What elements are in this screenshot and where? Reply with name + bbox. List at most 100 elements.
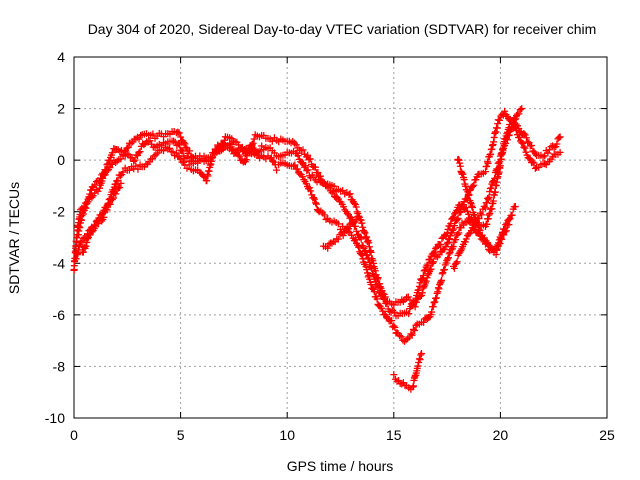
data-point-marker bbox=[435, 251, 443, 259]
x-axis-label: GPS time / hours bbox=[287, 458, 394, 474]
data-point-marker bbox=[112, 190, 120, 198]
data-point-marker bbox=[453, 258, 461, 266]
data-point-marker bbox=[84, 198, 92, 206]
data-point-marker bbox=[336, 231, 344, 239]
y-tick-label: -10 bbox=[45, 410, 65, 426]
data-point-marker bbox=[484, 215, 492, 223]
data-point-marker bbox=[417, 351, 425, 359]
data-point-marker bbox=[429, 259, 437, 267]
data-point-marker bbox=[484, 159, 492, 167]
data-point-marker bbox=[273, 166, 281, 174]
data-point-marker bbox=[452, 236, 460, 244]
data-point-marker bbox=[485, 193, 493, 201]
data-point-marker bbox=[429, 303, 437, 311]
data-point-marker bbox=[102, 205, 110, 213]
data-point-marker bbox=[135, 135, 143, 143]
data-point-marker bbox=[508, 124, 516, 132]
data-point-marker bbox=[328, 239, 336, 247]
data-point-marker bbox=[320, 211, 328, 219]
data-point-marker bbox=[365, 271, 373, 279]
data-point-marker bbox=[412, 298, 420, 306]
data-point-marker bbox=[339, 232, 347, 240]
data-point-marker bbox=[521, 144, 529, 152]
data-point-marker bbox=[176, 141, 184, 149]
data-point-marker bbox=[267, 154, 275, 162]
data-point-marker bbox=[149, 130, 157, 138]
data-point-marker bbox=[419, 284, 427, 292]
data-point-marker bbox=[449, 243, 457, 251]
data-point-marker bbox=[409, 325, 417, 333]
data-point-marker bbox=[411, 303, 419, 311]
data-point-marker bbox=[350, 199, 358, 207]
data-point-marker bbox=[494, 166, 502, 174]
data-point-marker bbox=[412, 321, 420, 329]
data-point-marker bbox=[175, 129, 183, 137]
data-point-marker bbox=[475, 215, 483, 223]
data-point-marker bbox=[498, 149, 506, 157]
data-point-marker bbox=[109, 194, 117, 202]
data-point-marker bbox=[501, 107, 509, 115]
data-point-marker bbox=[516, 134, 524, 142]
data-point-marker bbox=[119, 168, 127, 176]
data-point-marker bbox=[390, 322, 398, 330]
data-point-marker bbox=[496, 116, 504, 124]
data-point-marker bbox=[360, 228, 368, 236]
data-point-marker bbox=[444, 255, 452, 263]
data-point-marker bbox=[312, 199, 320, 207]
data-point-marker bbox=[137, 131, 145, 139]
data-point-marker bbox=[478, 211, 486, 219]
data-point-marker bbox=[183, 154, 191, 162]
data-point-marker bbox=[505, 131, 513, 139]
data-point-marker bbox=[307, 187, 315, 195]
data-point-marker bbox=[379, 307, 387, 315]
data-point-marker bbox=[94, 187, 102, 195]
data-point-marker bbox=[322, 215, 330, 223]
y-tick-label: 2 bbox=[57, 101, 65, 117]
data-point-marker bbox=[374, 274, 382, 282]
data-point-marker bbox=[180, 139, 188, 147]
data-point-marker bbox=[341, 228, 349, 236]
data-point-marker bbox=[123, 150, 131, 158]
data-point-marker bbox=[530, 159, 538, 167]
data-point-marker bbox=[522, 148, 530, 156]
data-point-marker bbox=[454, 230, 462, 238]
data-point-marker bbox=[108, 160, 116, 168]
data-point-marker bbox=[545, 146, 553, 154]
data-point-marker bbox=[357, 250, 365, 258]
data-point-marker bbox=[358, 219, 366, 227]
data-point-marker bbox=[481, 204, 489, 212]
data-point-marker bbox=[489, 178, 497, 186]
data-point-marker bbox=[458, 202, 466, 210]
data-point-marker bbox=[91, 223, 99, 231]
data-point-marker bbox=[373, 295, 381, 303]
data-point-marker bbox=[174, 128, 182, 136]
data-point-marker bbox=[124, 144, 132, 152]
data-point-marker bbox=[495, 239, 503, 247]
data-point-marker bbox=[310, 194, 318, 202]
data-point-marker bbox=[93, 218, 101, 226]
data-point-marker bbox=[416, 292, 424, 300]
x-tick-label: 0 bbox=[70, 427, 78, 443]
data-point-marker bbox=[510, 120, 518, 128]
data-point-marker bbox=[172, 149, 180, 157]
data-point-marker bbox=[108, 196, 116, 204]
data-point-marker bbox=[166, 144, 174, 152]
data-point-marker bbox=[428, 308, 436, 316]
data-point-marker bbox=[305, 156, 313, 164]
data-point-marker bbox=[363, 233, 371, 241]
data-point-marker bbox=[345, 225, 353, 233]
data-point-marker bbox=[483, 220, 491, 228]
data-point-marker bbox=[79, 248, 87, 256]
data-point-marker bbox=[484, 240, 492, 248]
data-point-marker bbox=[174, 140, 182, 148]
data-point-marker bbox=[341, 206, 349, 214]
data-point-marker bbox=[512, 115, 520, 123]
y-tick-labels: -10 -8 -6 -4 -2 0 2 4 bbox=[45, 49, 65, 426]
data-point-marker bbox=[134, 165, 142, 173]
data-point-marker bbox=[355, 243, 363, 251]
data-point-marker bbox=[314, 168, 322, 176]
data-point-marker bbox=[479, 235, 487, 243]
x-tick-label: 5 bbox=[177, 427, 185, 443]
data-point-marker bbox=[358, 251, 366, 259]
data-point-marker bbox=[370, 288, 378, 296]
